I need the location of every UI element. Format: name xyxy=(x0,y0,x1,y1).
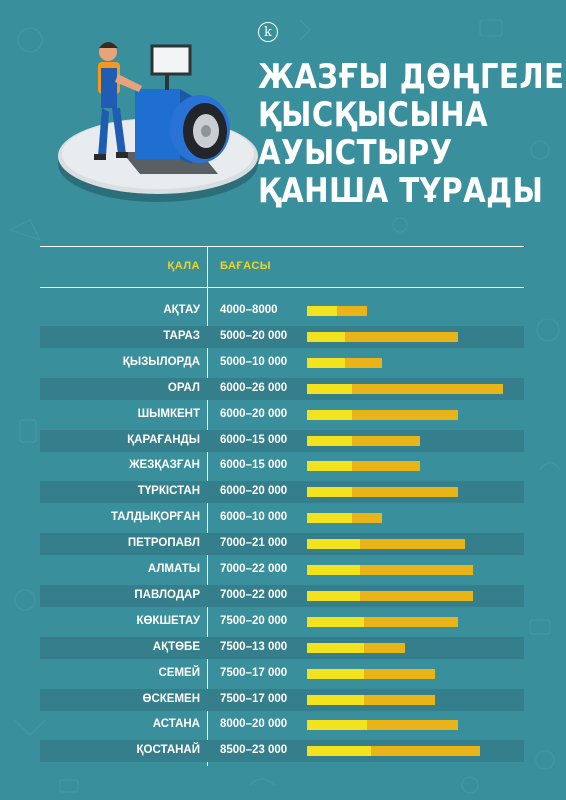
bar-min-price xyxy=(307,642,364,653)
row-band xyxy=(40,740,524,763)
city-label: СЕМЕЙ xyxy=(158,666,201,679)
table-header-rule xyxy=(40,287,524,288)
bar-max-price xyxy=(307,720,458,731)
row-band xyxy=(40,688,524,711)
bar-max-price xyxy=(307,590,473,601)
bar-min-price xyxy=(307,616,364,627)
bar-max-price xyxy=(307,668,436,679)
bar-max-price xyxy=(307,694,436,705)
city-label: ЖЕЗҚАЗҒАН xyxy=(129,459,200,472)
bar-min-price xyxy=(307,694,364,705)
price-label: 6000–15 000 xyxy=(220,459,288,472)
bar-min-price xyxy=(307,331,345,342)
city-label: ШЫМКЕНТ xyxy=(137,407,200,420)
title-line: ЖАЗҒЫ ДӨҢГЕЛЕКТІ xyxy=(258,57,566,97)
price-label: 7500–13 000 xyxy=(220,640,288,653)
bar-min-price xyxy=(307,539,360,550)
bar-max-price xyxy=(307,306,368,316)
price-label: 8000–20 000 xyxy=(220,718,288,731)
bar-max-price xyxy=(307,383,503,394)
title-line: ҚАНША ТҰРАДЫ xyxy=(258,171,544,211)
price-label: 6000–15 000 xyxy=(220,433,288,446)
bar-min-price xyxy=(307,720,368,731)
price-label: 7500–20 000 xyxy=(220,614,288,627)
bar-min-price xyxy=(307,461,353,472)
bar-min-price xyxy=(307,513,353,524)
bar-max-price xyxy=(307,746,481,757)
city-label: АСТАНА xyxy=(152,718,200,731)
row-band xyxy=(40,584,524,607)
bar-min-price xyxy=(307,409,353,420)
bar-min-price xyxy=(307,746,372,757)
city-label: ҚАРАҒАНДЫ xyxy=(127,433,200,446)
row-band xyxy=(40,636,524,659)
price-column-header: БАҒАСЫ xyxy=(220,260,272,272)
bar-min-price xyxy=(307,357,345,368)
price-label: 6000–20 000 xyxy=(220,407,288,420)
row-band xyxy=(40,325,524,348)
row-band xyxy=(40,481,524,504)
price-label: 8500–23 000 xyxy=(220,744,288,757)
bar-max-price xyxy=(307,409,458,420)
price-label: 6000–10 000 xyxy=(220,511,288,524)
bar-max-price xyxy=(307,331,458,342)
table-top-rule xyxy=(40,246,524,247)
bar-max-price xyxy=(307,565,473,575)
row-band xyxy=(40,533,524,556)
city-label: ТАРАЗ xyxy=(163,329,200,342)
city-label: ҚЫЗЫЛОРДА xyxy=(122,355,200,368)
bar-max-price xyxy=(307,357,383,368)
bar-min-price xyxy=(307,565,360,575)
city-column-header: ҚАЛА xyxy=(167,260,200,272)
price-label: 5000–20 000 xyxy=(220,329,288,342)
price-label: 6000–26 000 xyxy=(220,381,288,394)
title-line: АУЫСТЫРУ xyxy=(258,133,453,173)
bar-max-price xyxy=(307,616,458,627)
bar-min-price xyxy=(307,590,360,601)
city-label: АҚТАУ xyxy=(163,304,200,316)
price-label: 7500–17 000 xyxy=(220,692,288,705)
column-divider xyxy=(207,246,208,766)
brand-logo: k xyxy=(258,22,278,42)
title-line: ҚЫСҚЫСЫНА xyxy=(258,95,489,135)
tire-service-illustration xyxy=(58,42,258,202)
city-label: КӨКШЕТАУ xyxy=(136,614,200,627)
price-label: 5000–10 000 xyxy=(220,355,288,368)
city-label: ОРАЛ xyxy=(167,381,200,394)
city-label: ТҮРКІСТАН xyxy=(137,485,200,498)
city-label: ҚОСТАНАЙ xyxy=(136,744,200,757)
city-label: ӨСКЕМЕН xyxy=(142,692,201,705)
price-label: 4000–8000 xyxy=(220,304,278,316)
bar-min-price xyxy=(307,306,338,316)
bar-max-price xyxy=(307,435,421,446)
city-label: ПАВЛОДАР xyxy=(134,588,200,601)
bar-min-price xyxy=(307,668,364,679)
row-band xyxy=(40,377,524,400)
bar-min-price xyxy=(307,383,353,394)
price-label: 7500–17 000 xyxy=(220,666,288,679)
bar-min-price xyxy=(307,435,353,446)
city-label: АҚТӨБЕ xyxy=(152,640,200,653)
city-label: АЛМАТЫ xyxy=(147,563,200,575)
price-label: 7000–22 000 xyxy=(220,563,288,575)
row-band xyxy=(40,429,524,452)
price-label: 7000–22 000 xyxy=(220,588,288,601)
bar-max-price xyxy=(307,487,458,498)
city-label: ТАЛДЫҚОРҒАН xyxy=(110,511,200,524)
page-title: ЖАЗҒЫ ДӨҢГЕЛЕКТІ ҚЫСҚЫСЫНА АУЫСТЫРУ ҚАНШ… xyxy=(258,57,566,211)
price-label: 6000–20 000 xyxy=(220,485,288,498)
bar-max-price xyxy=(307,539,466,550)
bar-min-price xyxy=(307,487,353,498)
city-label: ПЕТРОПАВЛ xyxy=(127,537,200,550)
bar-max-price xyxy=(307,461,421,472)
price-label: 7000–21 000 xyxy=(220,537,288,550)
